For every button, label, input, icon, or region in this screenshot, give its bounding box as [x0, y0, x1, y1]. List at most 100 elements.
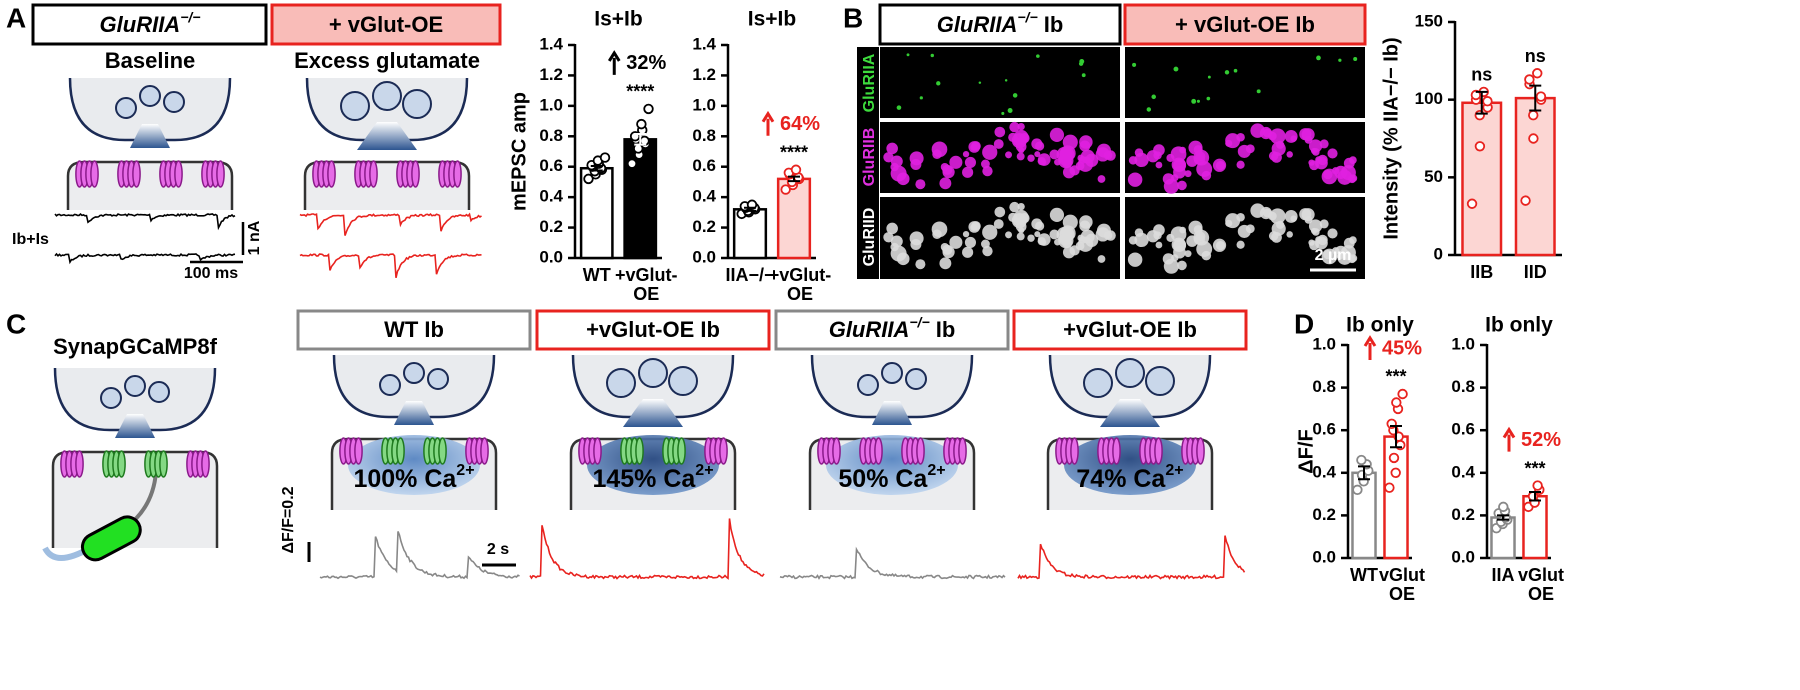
- puncta: [1308, 139, 1323, 153]
- x-tick-label: +vGlut-: [769, 265, 832, 285]
- data-point: [1528, 133, 1539, 144]
- data-point: [1352, 484, 1363, 496]
- data-point: [636, 118, 647, 130]
- chart-title: Is+Ib: [748, 8, 796, 31]
- scale-label: ΔF/F=0.2: [280, 486, 297, 553]
- receptor: [874, 437, 883, 465]
- puncta: [1035, 221, 1045, 231]
- data-point: [1498, 501, 1509, 513]
- vesicle: [379, 374, 401, 396]
- y-tick-label: 0.4: [1451, 462, 1475, 481]
- puncta: [971, 141, 981, 151]
- data-point: [1390, 467, 1401, 479]
- puncta: [1301, 208, 1315, 222]
- y-tick-label: 1.4: [692, 34, 716, 53]
- data-point: [1535, 91, 1547, 102]
- receptor: [480, 437, 489, 465]
- panel-label: A: [6, 2, 26, 33]
- vesicle: [905, 368, 927, 390]
- receptor: [1154, 437, 1163, 465]
- data-point: [1391, 397, 1402, 408]
- puncta: [993, 219, 1004, 229]
- y-tick-label: 1.4: [539, 34, 563, 53]
- calcium-cloud: [826, 435, 958, 495]
- puncta: [1018, 227, 1025, 234]
- puncta: [1207, 75, 1211, 79]
- receptor: [174, 160, 183, 188]
- y-tick-label: 150: [1415, 11, 1443, 30]
- synapse-cartoon: [330, 354, 498, 510]
- box-text: Ib: [1038, 12, 1064, 37]
- puncta: [1132, 62, 1137, 67]
- puncta: [931, 221, 948, 238]
- box-sup: −/−: [909, 314, 929, 330]
- change-label: 32%: [626, 52, 666, 74]
- puncta: [981, 239, 990, 249]
- trace: [529, 518, 765, 580]
- presynapse-fill: [70, 78, 230, 140]
- chart-title: Is+Ib: [594, 8, 642, 31]
- receptor: [916, 437, 925, 465]
- receptor: [327, 160, 336, 188]
- vesicle: [148, 381, 170, 403]
- data-point: [1356, 454, 1367, 466]
- puncta: [1151, 94, 1156, 100]
- panel-label: B: [843, 2, 863, 33]
- puncta: [1163, 258, 1179, 274]
- puncta: [1005, 231, 1013, 239]
- data-point: [1528, 109, 1539, 121]
- puncta: [883, 152, 894, 163]
- y-tick-label: 0.2: [1451, 505, 1475, 524]
- receptor: [958, 437, 967, 465]
- condition-box: [878, 3, 1122, 46]
- receptor: [396, 437, 405, 465]
- puncta: [1105, 230, 1116, 241]
- puncta: [930, 53, 934, 58]
- error-bar: [1358, 465, 1370, 481]
- puncta: [1286, 231, 1293, 238]
- box-text: GluRIIA: [829, 317, 910, 342]
- puncta: [1012, 93, 1018, 98]
- sensor: [80, 515, 142, 562]
- puncta: [1173, 66, 1179, 72]
- y-tick-label: 0.6: [692, 156, 716, 175]
- puncta: [971, 221, 981, 231]
- puncta: [1309, 160, 1319, 171]
- puncta: [978, 81, 982, 84]
- puncta: [1146, 107, 1152, 112]
- puncta: [1179, 146, 1186, 154]
- receptor: [411, 160, 420, 188]
- significance: ****: [626, 82, 654, 102]
- data-point: [1397, 388, 1408, 400]
- puncta: [1233, 68, 1238, 73]
- puncta: [982, 144, 998, 160]
- active-zone: [394, 401, 434, 425]
- vesicle: [100, 387, 122, 409]
- puncta: [1321, 168, 1338, 185]
- x-tick-label: IID: [1524, 262, 1547, 282]
- puncta: [962, 246, 974, 258]
- active-zone: [1100, 399, 1160, 427]
- puncta: [936, 81, 941, 86]
- puncta: [1013, 217, 1022, 226]
- puncta: [994, 126, 1006, 138]
- bar: [1514, 96, 1556, 257]
- change-label: 52%: [1521, 429, 1561, 451]
- y-tick-label: 1.2: [692, 65, 716, 84]
- x-tick-label: IIA−/−: [725, 265, 774, 285]
- puncta: [1177, 180, 1187, 191]
- receptor: [354, 437, 363, 465]
- puncta: [1075, 161, 1085, 171]
- puncta: [1338, 58, 1342, 62]
- puncta: [1340, 165, 1356, 181]
- puncta: [1097, 175, 1106, 183]
- y-tick-label: 0.6: [539, 156, 563, 175]
- puncta: [1263, 128, 1272, 138]
- receptor: [453, 160, 462, 188]
- puncta: [1007, 108, 1013, 113]
- x-tick-label: OE: [1389, 584, 1415, 604]
- data-point: [780, 184, 791, 195]
- significance: ***: [1385, 367, 1406, 387]
- y-tick-label: 0.8: [1451, 377, 1475, 396]
